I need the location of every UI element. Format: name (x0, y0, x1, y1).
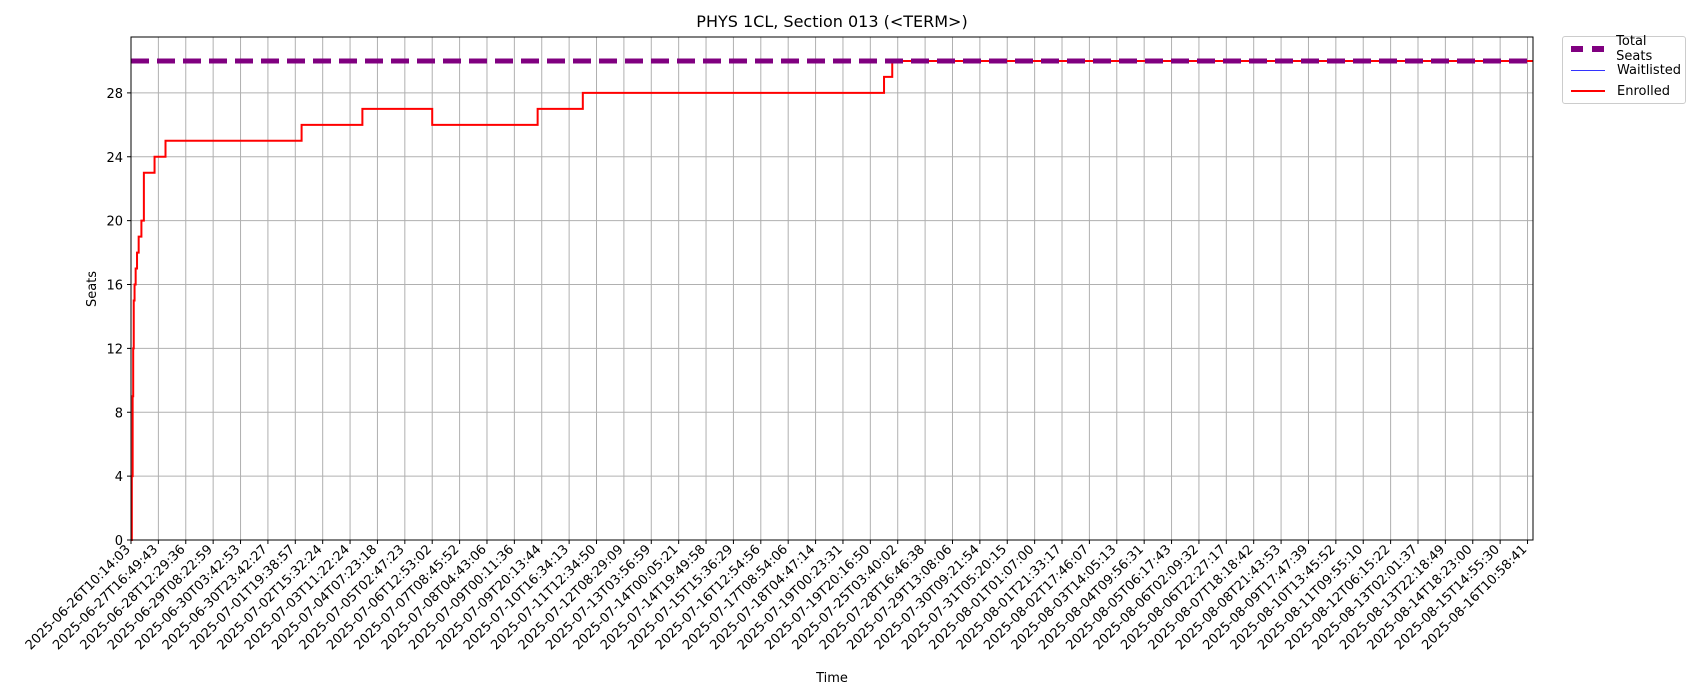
legend-item-waitlisted: Waitlisted (1571, 61, 1681, 79)
y-tick-label: 0 (115, 534, 123, 549)
y-tick-label: 4 (115, 470, 123, 485)
y-tick-label: 8 (115, 406, 123, 421)
legend-item-total-seats: Total Seats (1571, 34, 1685, 64)
chart-title: PHYS 1CL, Section 013 (<TERM>) (696, 12, 967, 31)
plot-frame (130, 36, 1534, 541)
legend-label: Waitlisted (1617, 62, 1682, 78)
legend: Total Seats Waitlisted Enrolled (1562, 34, 1686, 104)
x-axis: 2025-06-26T10:14:032025-06-27T16:49:4320… (23, 540, 1530, 653)
series-layer (130, 58, 1533, 541)
y-tick-label: 16 (106, 279, 123, 294)
y-tick-label: 28 (106, 87, 123, 102)
grid (130, 37, 1533, 541)
legend-swatch-total-seats (1571, 46, 1605, 52)
legend-swatch-enrolled (1571, 90, 1605, 92)
legend-label: Enrolled (1617, 83, 1670, 99)
y-axis: 0 4 8 12 16 20 24 28 (106, 87, 131, 549)
y-tick-label: 12 (106, 342, 123, 357)
legend-item-enrolled: Enrolled (1571, 82, 1670, 100)
x-axis-label: Time (815, 671, 848, 686)
y-tick-label: 20 (106, 215, 123, 230)
series-line-enrolled (130, 59, 1533, 541)
legend-swatch-waitlisted (1571, 69, 1605, 71)
y-tick-label: 24 (106, 151, 123, 166)
y-axis-label: Seats (85, 271, 100, 307)
legend-label: Total Seats (1616, 34, 1653, 64)
